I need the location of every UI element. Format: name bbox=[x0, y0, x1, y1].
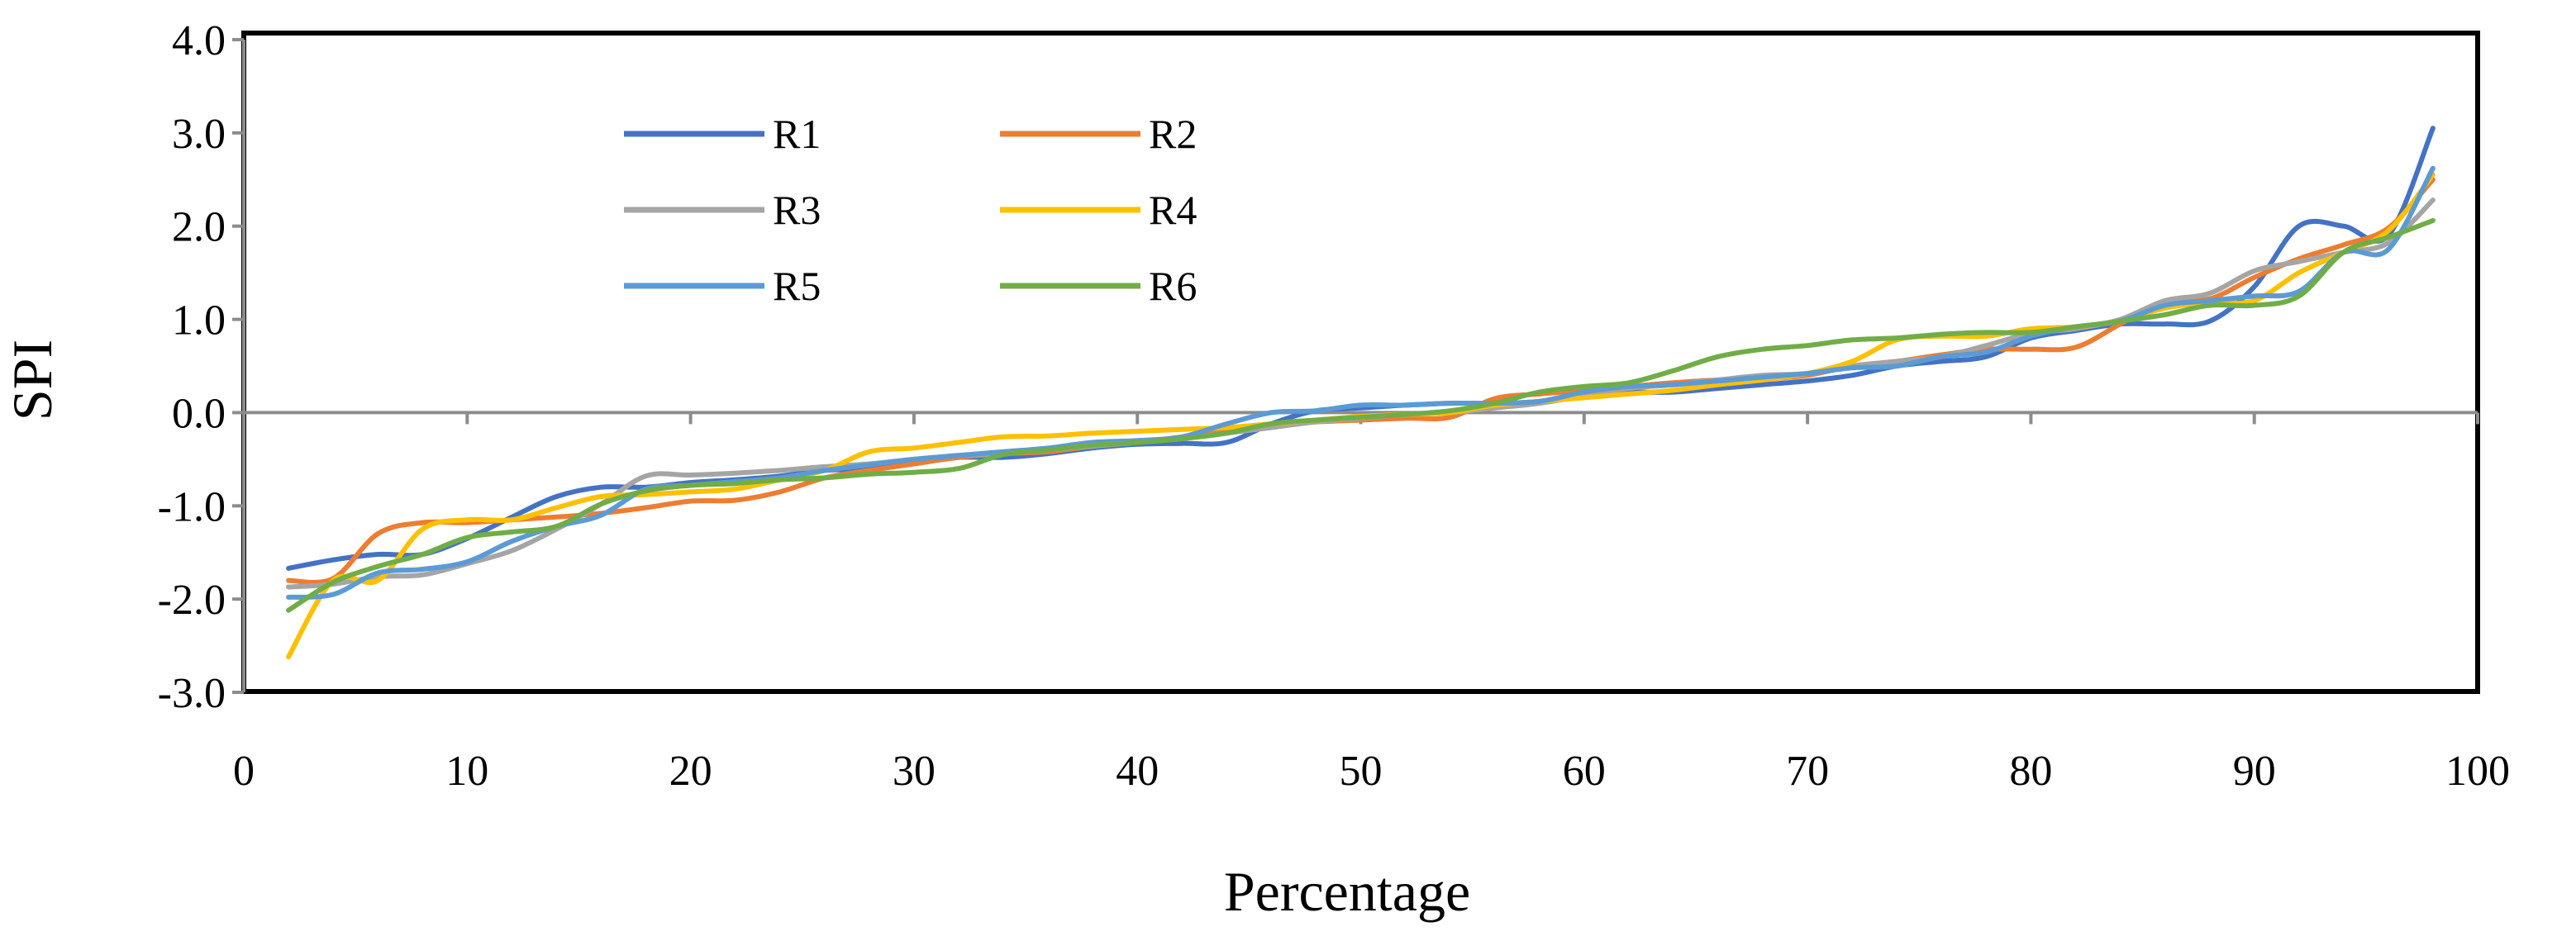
y-tick-label: 2.0 bbox=[172, 204, 226, 251]
x-tick-label: 60 bbox=[1563, 748, 1606, 795]
legend-label-r2: R2 bbox=[1149, 111, 1197, 157]
y-tick-label: -3.0 bbox=[158, 670, 226, 717]
y-tick-label: -1.0 bbox=[158, 483, 226, 530]
x-tick-label: 70 bbox=[1786, 748, 1829, 795]
x-axis-title: Percentage bbox=[1224, 860, 1470, 923]
legend-label-r6: R6 bbox=[1149, 263, 1197, 309]
y-tick-label: 0.0 bbox=[172, 390, 226, 437]
y-tick-label: 1.0 bbox=[172, 297, 226, 345]
x-tick-label: 20 bbox=[669, 748, 712, 795]
x-tick-label: 10 bbox=[445, 748, 488, 795]
y-axis-title: SPI bbox=[1, 340, 64, 421]
x-tick-label: 100 bbox=[2445, 748, 2510, 795]
y-tick-labels: -3.0 -2.0 -1.0 0.0 1.0 2.0 3.0 4.0 bbox=[158, 17, 226, 717]
y-tick-label: 3.0 bbox=[172, 111, 226, 158]
series-line-r6 bbox=[286, 217, 2436, 613]
x-tick-label: 50 bbox=[1340, 748, 1383, 795]
legend-label-r3: R3 bbox=[773, 187, 821, 233]
x-tick-label: 90 bbox=[2233, 748, 2276, 795]
legend-label-r5: R5 bbox=[773, 263, 821, 309]
y-tick-marks bbox=[232, 38, 244, 694]
y-tick-label: 4.0 bbox=[172, 17, 226, 64]
legend: R1 R2 R3 R4 R5 R6 bbox=[624, 111, 1197, 309]
x-tick-label: 30 bbox=[893, 748, 936, 795]
legend-label-r4: R4 bbox=[1149, 187, 1197, 233]
x-tick-labels: 0 10 20 30 40 50 60 70 80 90 100 bbox=[233, 748, 2510, 795]
y-tick-label: -2.0 bbox=[158, 577, 226, 624]
x-tick-label: 40 bbox=[1116, 748, 1159, 795]
series-lines bbox=[286, 126, 2436, 660]
x-tick-label: 0 bbox=[233, 748, 255, 795]
x-tick-label: 80 bbox=[2009, 748, 2052, 795]
legend-label-r1: R1 bbox=[773, 111, 821, 157]
